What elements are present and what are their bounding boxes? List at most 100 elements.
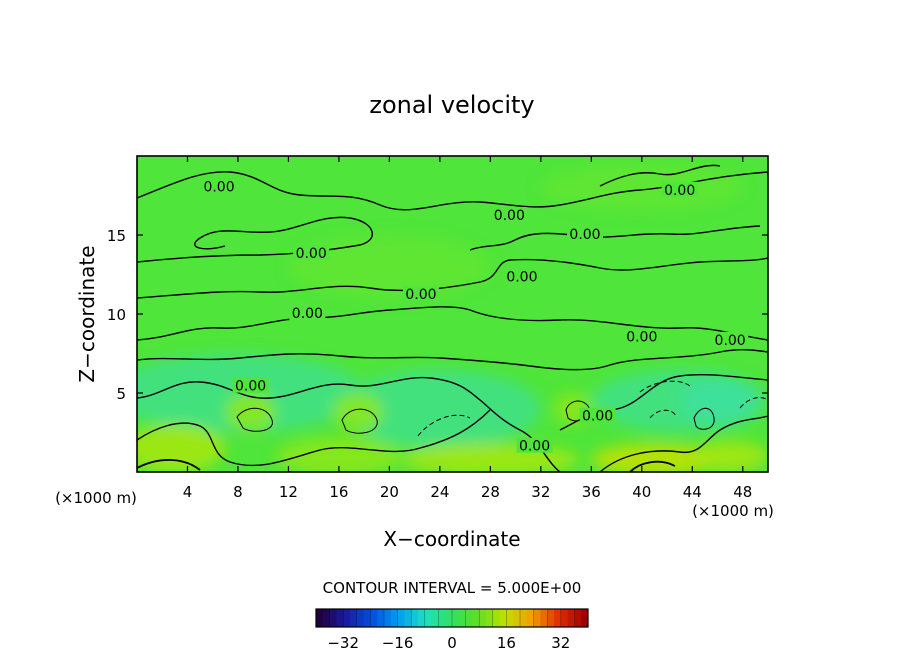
colorbar-cell: [472, 609, 480, 627]
colorbar-cell: [492, 609, 501, 627]
contour-line: [137, 376, 561, 472]
colorbar-cell: [418, 609, 426, 627]
contour-line: [137, 349, 768, 371]
colorbar-cell: [554, 609, 562, 627]
x-tick-label: 20: [380, 483, 399, 501]
field-blob: [692, 440, 768, 472]
x-tick-label: 44: [683, 483, 702, 501]
colorbar-cell: [343, 609, 351, 627]
x-axis-label: X−coordinate: [383, 527, 520, 551]
colorbar-cell: [499, 609, 507, 627]
contour-label: 0.00: [569, 227, 600, 243]
colorbar-cell: [520, 609, 528, 627]
colorbar-cell: [411, 609, 419, 627]
x-unit-left: (×1000 m): [55, 489, 137, 507]
y-axis: 5 10 15: [107, 227, 768, 403]
colorbar-cell: [336, 609, 344, 627]
contour-line: [639, 380, 691, 393]
contour-line: [137, 257, 768, 299]
x-unit-right: (×1000 m): [692, 502, 774, 520]
colorbar-cell: [431, 609, 439, 627]
contour-label: 0.00: [292, 306, 323, 322]
contour-line: [341, 408, 378, 434]
colorbar-cell: [322, 609, 331, 627]
colorbar-cell: [384, 609, 392, 627]
x-tick-label: 24: [430, 483, 449, 501]
colorbar-tick-label: 16: [497, 634, 516, 652]
x-tick-label: 36: [582, 483, 601, 501]
colorbar-frame: [315, 608, 589, 628]
colorbar-cell: [486, 609, 494, 627]
colorbar-ticks: −32 −16 0 16 32: [327, 634, 570, 652]
colorbar-cell: [377, 609, 385, 627]
contour-label: 0.00: [715, 333, 746, 349]
colorbar-cell: [329, 609, 337, 627]
contour-label: 0.00: [626, 330, 657, 346]
colorbar-cell: [560, 609, 569, 627]
contour-line: [137, 306, 768, 341]
field-blob: [591, 443, 718, 472]
colorbar-cell: [533, 609, 541, 627]
field-blob: [332, 393, 384, 431]
field-shading: [137, 163, 768, 472]
colorbar-cell: [465, 609, 473, 627]
field-blob: [137, 353, 365, 433]
contour-label: 0.00: [296, 246, 327, 262]
contour-label-bg: [232, 377, 269, 393]
contour-label: 0.00: [235, 379, 266, 395]
contour-line: [137, 171, 768, 211]
colorbar-cell: [479, 609, 487, 627]
contour-line: [599, 164, 721, 187]
colorbar-cell: [363, 609, 371, 627]
plot-area: 0.00 0.00 0.00 0.00 0.00 0.00 0.00 0.00 0.00 0.00…: [137, 156, 768, 472]
colorbar-cell: [513, 609, 521, 627]
contour-line: [739, 397, 768, 409]
colorbar-cell: [438, 609, 446, 627]
colorbar-cell: [424, 609, 433, 627]
contour-label-bg: [516, 437, 553, 453]
x-tick-label: 4: [183, 483, 193, 501]
field-blob: [679, 377, 756, 425]
colorbar-cell: [547, 609, 555, 627]
contour-label: 0.00: [664, 183, 695, 199]
colorbar-cell: [458, 609, 467, 627]
field-blob: [137, 424, 226, 472]
colorbar-cell: [540, 609, 548, 627]
contour-lines: [137, 164, 768, 472]
x-tick-label: 16: [329, 483, 348, 501]
y-tick-label: 15: [107, 227, 126, 245]
contour-label: 0.00: [405, 287, 436, 303]
colorbar-cell: [452, 609, 460, 627]
contour-label-bg: [503, 268, 540, 284]
contour-interval-text: CONTOUR INTERVAL = 5.000E+00: [323, 579, 582, 597]
x-tick-label: 8: [233, 483, 243, 501]
x-tick-label: 48: [733, 483, 752, 501]
contour-line: [629, 460, 676, 472]
contour-label: 0.00: [494, 208, 525, 224]
colorbar-cell: [526, 609, 535, 627]
field-blob: [288, 235, 491, 299]
colorbar-cell: [356, 609, 365, 627]
colorbar-cell: [567, 609, 575, 627]
contour-label: 0.00: [506, 270, 537, 286]
colorbar-tick-label: 0: [447, 634, 457, 652]
colorbar: [315, 608, 589, 628]
colorbar-cell: [581, 609, 589, 627]
contour-label: 0.00: [519, 439, 550, 455]
contour-label-bg: [579, 407, 616, 423]
field-blob: [225, 393, 276, 431]
x-tick-label: 32: [531, 483, 550, 501]
colorbar-tick-label: −32: [327, 634, 359, 652]
colorbar-cell: [397, 609, 405, 627]
colorbar-cell: [506, 609, 514, 627]
contour-label-bg: [661, 181, 698, 197]
colorbar-tick-label: 32: [551, 634, 570, 652]
contour-line: [236, 407, 273, 432]
colorbar-cell: [316, 609, 324, 627]
contour-line: [137, 459, 201, 471]
x-axis: 4 8 12 16 20 24 28 32 36 40 44 48: [183, 156, 752, 501]
field-blob: [338, 369, 541, 449]
contour-label-bg: [293, 244, 330, 260]
x-tick-label: 28: [481, 483, 500, 501]
